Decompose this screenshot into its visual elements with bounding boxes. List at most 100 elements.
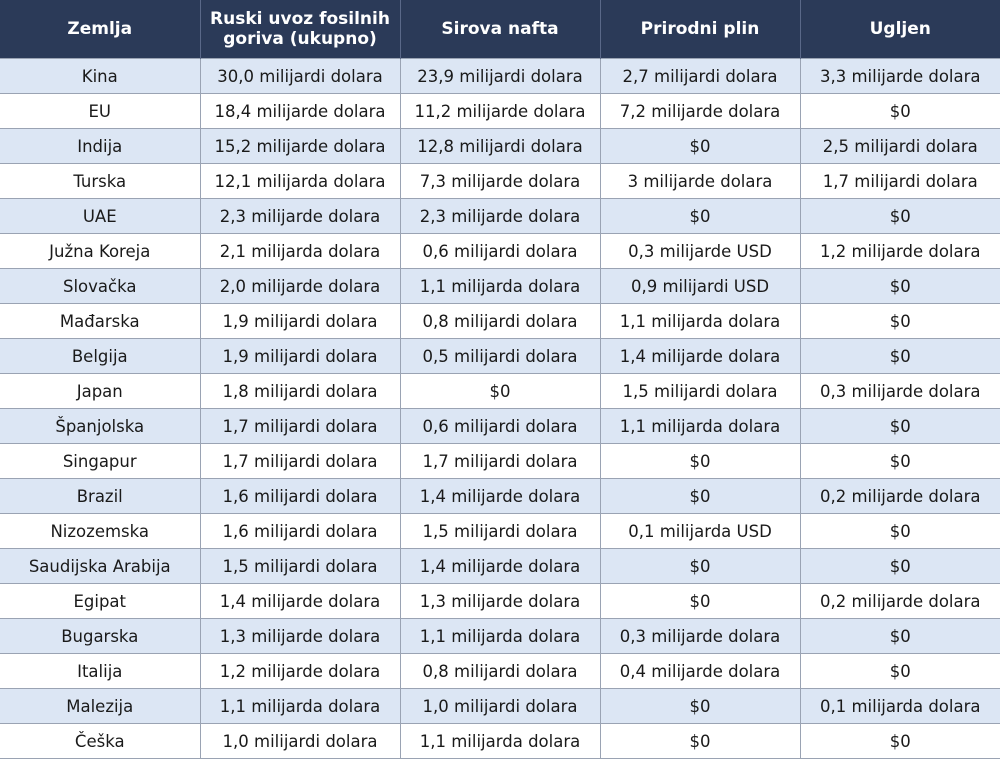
cell-crude-oil: 2,3 milijarde dolara <box>399 198 601 234</box>
cell-crude-oil: 7,3 milijarde dolara <box>399 163 601 199</box>
table-row: Italija 1,2 milijarde dolara 0,8 milijardi… <box>0 653 1000 689</box>
cell-crude-oil: 1,4 milijarde dolara <box>399 478 601 514</box>
cell-country: Saudijska Arabija <box>0 548 201 584</box>
table-row: Turska 12,1 milijarda dolara 7,3 milijarde… <box>0 163 1000 199</box>
cell-natural-gas: 0,9 milijardi USD <box>599 268 801 304</box>
cell-total-imports: 1,8 milijardi dolara <box>199 373 401 409</box>
cell-crude-oil: $0 <box>399 373 601 409</box>
cell-crude-oil: 1,3 milijarde dolara <box>399 583 601 619</box>
table-row: Španjolska 1,7 milijardi dolara 0,6 milija… <box>0 408 1000 444</box>
cell-natural-gas: $0 <box>599 723 801 759</box>
cell-coal: 0,2 milijarde dolara <box>799 583 1000 619</box>
cell-crude-oil: 0,8 milijardi dolara <box>399 653 601 689</box>
cell-coal: $0 <box>799 338 1000 374</box>
cell-crude-oil: 1,1 milijarda dolara <box>399 618 601 654</box>
cell-country: Slovačka <box>0 268 201 304</box>
cell-crude-oil: 0,6 milijardi dolara <box>399 233 601 269</box>
cell-country: Bugarska <box>0 618 201 654</box>
cell-total-imports: 12,1 milijarda dolara <box>199 163 401 199</box>
cell-country: Egipat <box>0 583 201 619</box>
cell-crude-oil: 1,1 milijarda dolara <box>399 268 601 304</box>
cell-total-imports: 1,9 milijardi dolara <box>199 338 401 374</box>
cell-natural-gas: 1,5 milijardi dolara <box>599 373 801 409</box>
cell-total-imports: 1,9 milijardi dolara <box>199 303 401 339</box>
table-row: UAE 2,3 milijarde dolara 2,3 milijarde dol… <box>0 198 1000 234</box>
cell-country: Italija <box>0 653 201 689</box>
cell-coal: 1,2 milijarde dolara <box>799 233 1000 269</box>
table-row: Južna Koreja 2,1 milijarda dolara 0,6 mili… <box>0 233 1000 269</box>
cell-total-imports: 2,1 milijarda dolara <box>199 233 401 269</box>
cell-natural-gas: $0 <box>599 128 801 164</box>
cell-crude-oil: 0,8 milijardi dolara <box>399 303 601 339</box>
cell-crude-oil: 1,4 milijarde dolara <box>399 548 601 584</box>
table-row: Saudijska Arabija 1,5 milijardi dolara 1,4… <box>0 548 1000 584</box>
cell-country: Turska <box>0 163 201 199</box>
cell-natural-gas: 0,3 milijarde dolara <box>599 618 801 654</box>
header-row: Zemlja Ruski uvoz fosilnih goriva (ukupn… <box>0 0 1000 59</box>
cell-total-imports: 1,6 milijardi dolara <box>199 513 401 549</box>
cell-natural-gas: $0 <box>599 548 801 584</box>
table-row: Indija 15,2 milijarde dolara 12,8 milijard… <box>0 128 1000 164</box>
table-row: EU 18,4 milijarde dolara 11,2 milijarde do… <box>0 93 1000 129</box>
cell-coal: $0 <box>799 198 1000 234</box>
cell-total-imports: 1,3 milijarde dolara <box>199 618 401 654</box>
cell-total-imports: 15,2 milijarde dolara <box>199 128 401 164</box>
cell-crude-oil: 1,1 milijarda dolara <box>399 723 601 759</box>
table-row: Malezija 1,1 milijarda dolara 1,0 milijard… <box>0 688 1000 724</box>
cell-natural-gas: 1,1 milijarda dolara <box>599 303 801 339</box>
table-header: Zemlja Ruski uvoz fosilnih goriva (ukupn… <box>0 0 1000 59</box>
table-row: Japan 1,8 milijardi dolara $0 1,5 milijardi… <box>0 373 1000 409</box>
cell-country: Kina <box>0 58 201 94</box>
cell-coal: 0,1 milijarda dolara <box>799 688 1000 724</box>
cell-natural-gas: $0 <box>599 478 801 514</box>
cell-country: UAE <box>0 198 201 234</box>
cell-natural-gas: 1,1 milijarda dolara <box>599 408 801 444</box>
cell-natural-gas: 0,4 milijarde dolara <box>599 653 801 689</box>
table-row: Slovačka 2,0 milijarde dolara 1,1 milijard… <box>0 268 1000 304</box>
cell-crude-oil: 1,0 milijardi dolara <box>399 688 601 724</box>
table-row: Brazil 1,6 milijardi dolara 1,4 milijarde … <box>0 478 1000 514</box>
cell-crude-oil: 23,9 milijardi dolara <box>399 58 601 94</box>
table-row: Singapur 1,7 milijardi dolara 1,7 milijard… <box>0 443 1000 479</box>
cell-total-imports: 1,7 milijardi dolara <box>199 443 401 479</box>
cell-total-imports: 18,4 milijarde dolara <box>199 93 401 129</box>
header-crude-oil: Sirova nafta <box>400 0 601 59</box>
header-country: Zemlja <box>0 0 201 59</box>
cell-crude-oil: 12,8 milijardi dolara <box>399 128 601 164</box>
cell-natural-gas: 1,4 milijarde dolara <box>599 338 801 374</box>
cell-natural-gas: $0 <box>599 198 801 234</box>
cell-coal: 0,2 milijarde dolara <box>799 478 1000 514</box>
cell-coal: $0 <box>799 723 1000 759</box>
cell-natural-gas: 0,1 milijarda USD <box>599 513 801 549</box>
cell-natural-gas: 7,2 milijarde dolara <box>599 93 801 129</box>
cell-crude-oil: 11,2 milijarde dolara <box>399 93 601 129</box>
cell-total-imports: 1,1 milijarda dolara <box>199 688 401 724</box>
cell-coal: $0 <box>799 513 1000 549</box>
cell-coal: 0,3 milijarde dolara <box>799 373 1000 409</box>
table-row: Mađarska 1,9 milijardi dolara 0,8 milijard… <box>0 303 1000 339</box>
cell-total-imports: 1,0 milijardi dolara <box>199 723 401 759</box>
cell-crude-oil: 1,7 milijardi dolara <box>399 443 601 479</box>
cell-country: Belgija <box>0 338 201 374</box>
cell-country: Španjolska <box>0 408 201 444</box>
table-row: Nizozemska 1,6 milijardi dolara 1,5 milija… <box>0 513 1000 549</box>
table-row: Bugarska 1,3 milijarde dolara 1,1 milijard… <box>0 618 1000 654</box>
cell-total-imports: 2,3 milijarde dolara <box>199 198 401 234</box>
cell-country: Mađarska <box>0 303 201 339</box>
cell-country: Malezija <box>0 688 201 724</box>
cell-total-imports: 1,2 milijarde dolara <box>199 653 401 689</box>
cell-coal: $0 <box>799 408 1000 444</box>
cell-natural-gas: $0 <box>599 583 801 619</box>
cell-coal: 2,5 milijardi dolara <box>799 128 1000 164</box>
header-natural-gas: Prirodni plin <box>600 0 801 59</box>
cell-natural-gas: 3 milijarde dolara <box>599 163 801 199</box>
cell-total-imports: 1,5 milijardi dolara <box>199 548 401 584</box>
cell-country: Nizozemska <box>0 513 201 549</box>
cell-total-imports: 2,0 milijarde dolara <box>199 268 401 304</box>
cell-coal: $0 <box>799 93 1000 129</box>
cell-crude-oil: 0,5 milijardi dolara <box>399 338 601 374</box>
table-row: Češka 1,0 milijardi dolara 1,1 milijarda d… <box>0 723 1000 759</box>
table-row: Belgija 1,9 milijardi dolara 0,5 milijardi… <box>0 338 1000 374</box>
cell-country: Brazil <box>0 478 201 514</box>
